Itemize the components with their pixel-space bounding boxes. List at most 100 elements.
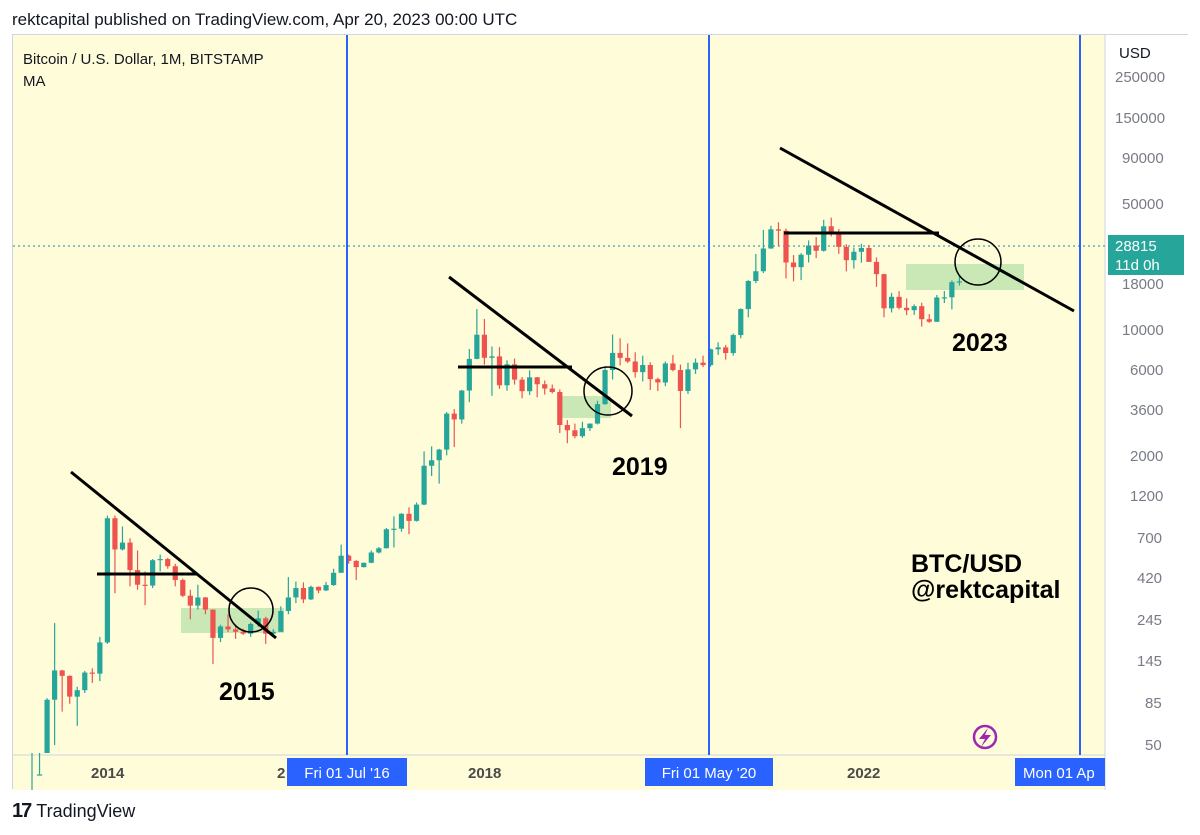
candle-body [361,562,367,568]
candle-body [421,465,427,505]
chart-frame: Bitcoin / U.S. Dollar, 1M, BITSTAMP MA 2… [12,34,1189,812]
y-tick: 50 [1145,737,1162,754]
candle-body [790,262,797,268]
y-tick: 6000 [1130,362,1163,379]
candle-body [331,572,337,586]
breakout-circles [228,238,1002,633]
current-price-countdown: 11d 0h [1115,257,1160,274]
candle-body [278,610,284,632]
candle-body [640,365,646,373]
y-tick: 1200 [1130,488,1163,505]
x-axis[interactable]: 2014 2 2018 2022 [91,765,880,782]
candle-body [511,364,518,380]
tradingview-logo-icon: 17 [12,800,32,822]
y-axis[interactable]: USD 250000 150000 90000 50000 18000 1000… [1115,45,1165,754]
candle-body [308,586,314,600]
candle-body [481,334,487,358]
candle-body [134,570,141,585]
x-tick: 2014 [91,765,125,782]
candle-body [180,580,186,596]
trendlines [70,146,1075,640]
candle-body [783,230,789,263]
candle-body [896,296,902,308]
candle-body [338,555,344,573]
candle-body [353,560,359,568]
candle-body [323,585,329,591]
candle-body [413,504,420,521]
candle-body [368,552,374,563]
candle-body [52,670,58,700]
candle-body [662,363,668,383]
candle-body [542,384,548,389]
candles [29,217,963,812]
candle-body [383,529,389,549]
y-tick: 10000 [1122,322,1164,339]
candle-body [730,335,736,354]
trendline-2023-descending [779,146,1075,313]
candle-body [821,226,827,251]
trendline-2019-descending [448,275,633,418]
candle-body [119,542,126,550]
candle-body [451,413,457,420]
candle-body [828,226,834,232]
candle-body [692,362,699,370]
candle-body [813,245,819,251]
lightning-icon[interactable] [972,724,998,750]
candle-body [775,229,782,231]
candle-body [97,642,103,674]
trendline-2015-descending [70,470,277,640]
candle-body [941,297,947,299]
candle-body [956,281,963,283]
x-tick: 2 [277,765,285,782]
candle-body [504,364,510,386]
candle-body [496,356,503,386]
candle-body [157,559,163,561]
candle-body [315,586,322,591]
current-price-label: 28815 11d 0h [1108,235,1184,275]
y-axis-background [1105,35,1189,790]
candle-body [934,297,940,322]
y-tick: 3600 [1130,402,1163,419]
candle-body [436,449,442,461]
candle-body [753,271,759,281]
vertical-marker-label-2016: Fri 01 Jul '16 [304,765,389,782]
candle-body [760,248,766,272]
candle-body [112,518,118,550]
candle-body [89,672,95,674]
candle-body [949,282,955,298]
candle-body [142,584,148,586]
candle-body [67,675,73,697]
candle-body [300,588,307,600]
candle-body [225,626,231,630]
candle-body [685,369,691,391]
candle-body [632,361,638,373]
publication-header: rektcapital published on TradingView.com… [12,10,518,29]
candle-body [677,370,684,391]
candle-body [564,425,570,431]
candle-body [617,352,623,358]
candle-body [44,699,50,753]
candle-body [579,428,586,437]
candle-body [187,595,193,606]
zone-2023 [906,264,1024,290]
candle-body [700,362,706,366]
candle-body [466,358,472,391]
candle-body [59,670,65,676]
candle-body [723,347,729,354]
x-tick: 2022 [847,765,880,782]
btc-usd-chart[interactable]: Bitcoin / U.S. Dollar, 1M, BITSTAMP MA 2… [13,35,1189,812]
candle-body [888,296,895,309]
candle-body [255,618,261,624]
candle-body [609,352,616,370]
candle-body [851,251,857,261]
candle-body [202,597,209,610]
candle-body [768,229,774,249]
vertical-markers [346,35,1081,755]
tradingview-footer[interactable]: 17 TradingView [12,800,135,823]
candle-body [836,231,842,247]
candle-body [165,559,171,567]
candle-body [36,774,43,776]
candle-body [904,307,910,311]
y-tick: 18000 [1122,276,1164,293]
candle-body [881,274,887,309]
